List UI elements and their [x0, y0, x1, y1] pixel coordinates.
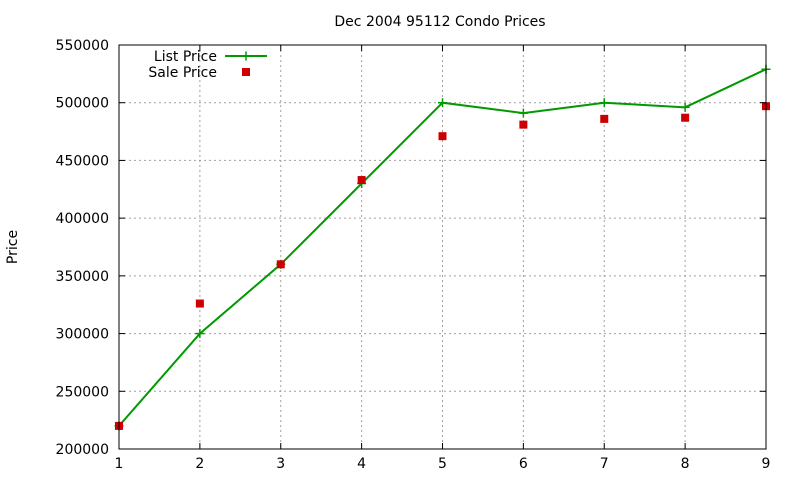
x-tick-label: 8: [681, 456, 690, 472]
series-line: [118, 68, 767, 427]
x-tick-label: 4: [357, 456, 366, 472]
legend-swatch: [225, 51, 267, 61]
x-tick-label: 1: [115, 456, 124, 472]
data-point-square: [681, 113, 690, 122]
data-point-square: [519, 120, 528, 129]
y-tick-label: 500000: [56, 96, 109, 112]
data-point-plus: [680, 102, 690, 112]
x-tick-label: 9: [762, 456, 771, 472]
x-tick-label: 5: [438, 456, 447, 472]
data-point-plus: [438, 98, 447, 108]
legend-swatch: [242, 68, 250, 76]
y-tick-label: 550000: [56, 38, 109, 54]
data-point-plus: [195, 329, 205, 339]
data-point-square: [600, 114, 609, 123]
data-point-square: [195, 299, 204, 308]
x-tick-label: 2: [195, 456, 204, 472]
y-tick-label: 350000: [56, 269, 109, 285]
grid: [119, 45, 766, 449]
y-tick-label: 400000: [56, 211, 109, 227]
y-tick-label: 200000: [56, 442, 109, 458]
y-tick-label: 450000: [56, 153, 109, 169]
legend-label: Sale Price: [148, 65, 217, 81]
y-tick-label: 300000: [56, 327, 109, 343]
legend-marker-square: [242, 68, 250, 76]
data-point-plus: [599, 98, 609, 108]
data-point-square: [276, 260, 285, 269]
y-axis-label: Price: [5, 230, 21, 264]
plot-border: [118, 44, 767, 450]
x-tick-label: 6: [519, 456, 528, 472]
x-tick-label: 7: [600, 456, 609, 472]
x-tick-label: 3: [276, 456, 285, 472]
data-point-plus: [518, 108, 528, 118]
axis-ticks: 1 2 3 4 5 6 7 8 9 200000 250000 300000 350000 400000 4…: [56, 38, 771, 472]
y-tick-label: 250000: [56, 384, 109, 400]
chart-title: Dec 2004 95112 Condo Prices: [334, 14, 545, 30]
legend-label: List Price: [154, 49, 217, 65]
data-point-square: [438, 132, 447, 141]
data-point-square: [357, 176, 366, 185]
legend-marker-plus: [241, 51, 251, 61]
